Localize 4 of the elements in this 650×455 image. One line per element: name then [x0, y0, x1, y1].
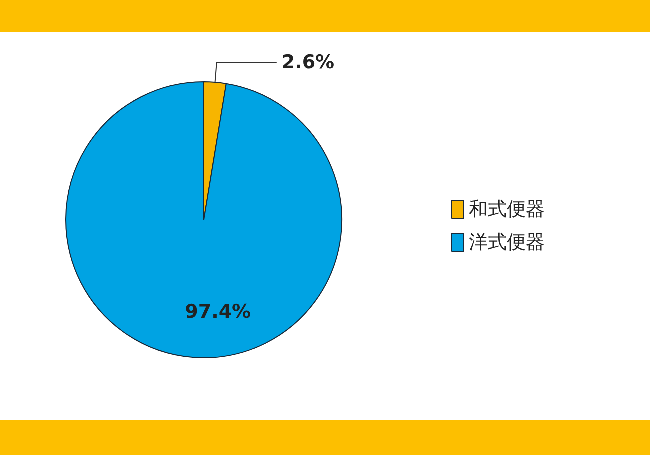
data-label: 2.6%	[282, 52, 335, 74]
legend-label: 洋式便器	[469, 232, 545, 254]
legend-label: 和式便器	[469, 198, 545, 220]
data-label: 97.4%	[185, 300, 252, 323]
